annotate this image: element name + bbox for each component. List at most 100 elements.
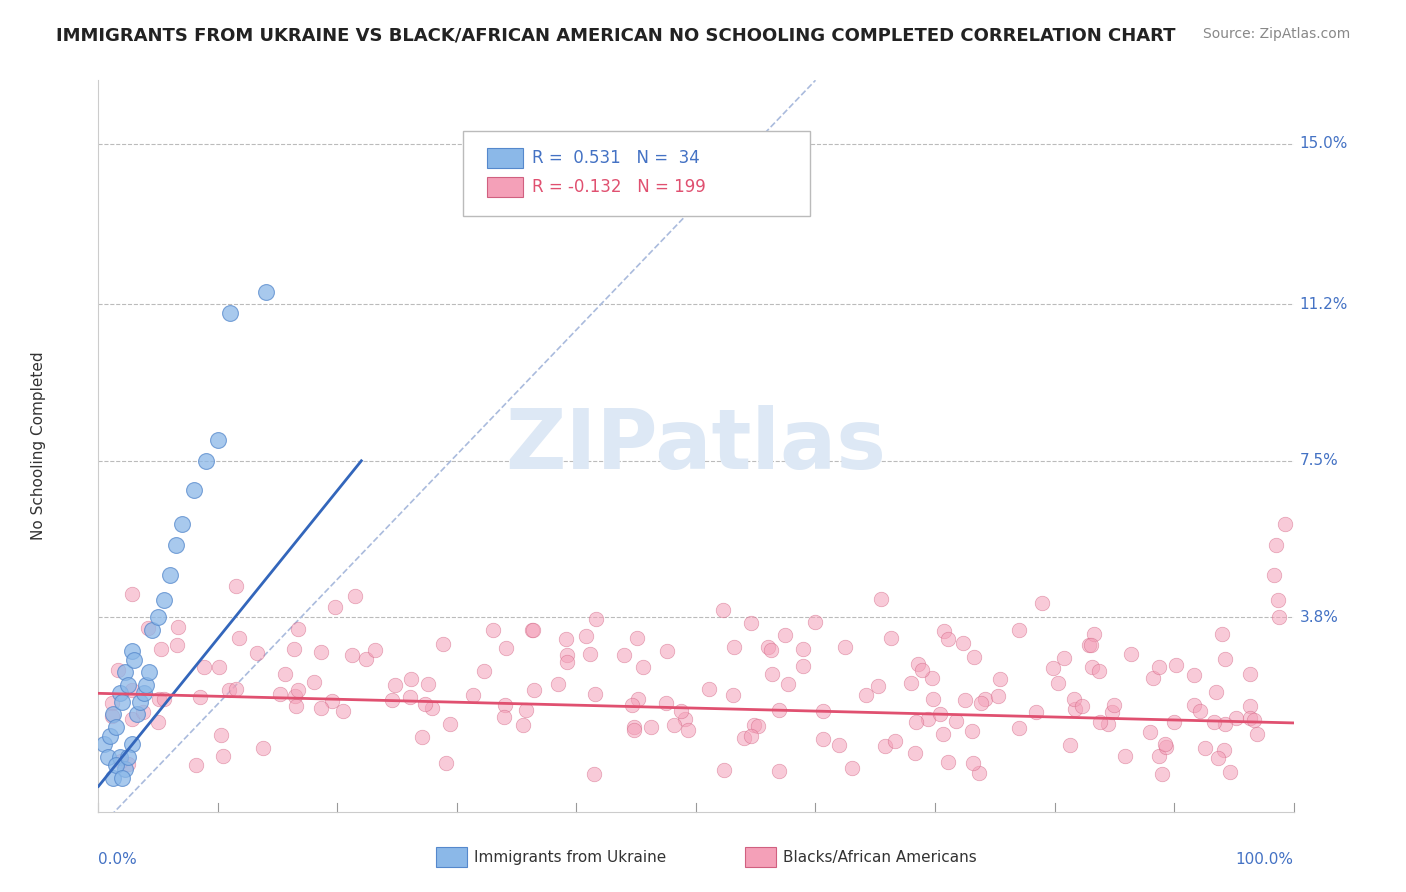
Point [274, 667, 297, 681]
Point [1182, 667, 1205, 681]
Point [547, 677, 569, 691]
Point [974, 691, 997, 706]
Point [804, 615, 827, 629]
Point [669, 704, 692, 718]
Point [900, 676, 922, 690]
Point [1042, 660, 1064, 674]
Point [623, 720, 645, 734]
Point [585, 612, 607, 626]
Point [166, 638, 188, 652]
Point [1268, 610, 1291, 624]
Point [1104, 698, 1126, 712]
Point [413, 698, 436, 712]
Point [676, 723, 699, 737]
Text: Immigrants from Ukraine: Immigrants from Ukraine [474, 850, 666, 864]
Point [515, 703, 537, 717]
Point [575, 629, 598, 643]
Point [1083, 626, 1105, 640]
Point [1147, 660, 1170, 674]
Point [662, 718, 685, 732]
Point [1206, 750, 1229, 764]
FancyBboxPatch shape [463, 131, 810, 216]
Point [986, 690, 1008, 704]
Point [1194, 740, 1216, 755]
Point [121, 712, 143, 726]
Text: IMMIGRANTS FROM UKRAINE VS BLACK/AFRICAN AMERICAN NO SCHOOLING COMPLETED CORRELA: IMMIGRANTS FROM UKRAINE VS BLACK/AFRICAN… [56, 27, 1175, 45]
Point [167, 620, 190, 634]
Point [740, 616, 762, 631]
Point [932, 727, 955, 741]
Point [936, 632, 959, 647]
Point [792, 659, 814, 673]
Point [970, 696, 993, 710]
Point [225, 579, 247, 593]
Point [399, 690, 422, 704]
Point [132, 686, 155, 700]
Point [93, 737, 115, 751]
Point [883, 734, 905, 748]
Point [159, 568, 181, 582]
Point [623, 723, 645, 738]
Point [153, 593, 176, 607]
Point [1212, 743, 1234, 757]
Point [183, 483, 205, 498]
Text: 7.5%: 7.5% [1299, 453, 1339, 468]
Point [121, 683, 143, 698]
Point [332, 704, 354, 718]
Point [932, 624, 955, 639]
Point [269, 687, 291, 701]
Point [117, 749, 139, 764]
Point [101, 708, 124, 723]
Point [907, 657, 929, 672]
Point [188, 690, 211, 704]
Point [124, 652, 146, 666]
Point [952, 636, 974, 650]
Text: R = -0.132   N = 199: R = -0.132 N = 199 [533, 178, 706, 196]
Point [110, 755, 132, 769]
Point [1149, 748, 1171, 763]
Point [284, 689, 307, 703]
Point [342, 648, 364, 662]
Point [813, 731, 835, 746]
Point [733, 731, 755, 745]
Point [1215, 652, 1237, 666]
Point [114, 665, 136, 680]
Point [108, 686, 131, 700]
Point [323, 600, 346, 615]
Point [141, 623, 163, 637]
Point [1213, 717, 1236, 731]
Point [557, 655, 579, 669]
Point [922, 692, 945, 706]
Point [207, 433, 229, 447]
Point [713, 603, 735, 617]
Point [697, 682, 720, 697]
Point [287, 682, 309, 697]
Point [287, 622, 309, 636]
Point [111, 695, 134, 709]
Point [673, 712, 696, 726]
Point [1063, 691, 1085, 706]
Point [1150, 766, 1173, 780]
Point [228, 632, 250, 646]
Point [866, 680, 889, 694]
Point [1239, 667, 1261, 681]
Point [962, 756, 984, 770]
Point [219, 306, 242, 320]
Point [138, 665, 160, 680]
Point [1088, 715, 1111, 730]
Point [654, 696, 676, 710]
Point [792, 641, 814, 656]
Point [252, 741, 274, 756]
Text: 11.2%: 11.2% [1299, 297, 1348, 312]
Point [172, 517, 194, 532]
Point [1088, 664, 1111, 678]
Point [904, 747, 927, 761]
Text: 0.0%: 0.0% [98, 852, 138, 867]
Point [218, 683, 240, 698]
Point [905, 714, 928, 729]
Point [520, 623, 543, 637]
Point [1142, 671, 1164, 685]
Text: 100.0%: 100.0% [1236, 852, 1294, 867]
Point [1274, 517, 1296, 532]
Point [284, 699, 307, 714]
